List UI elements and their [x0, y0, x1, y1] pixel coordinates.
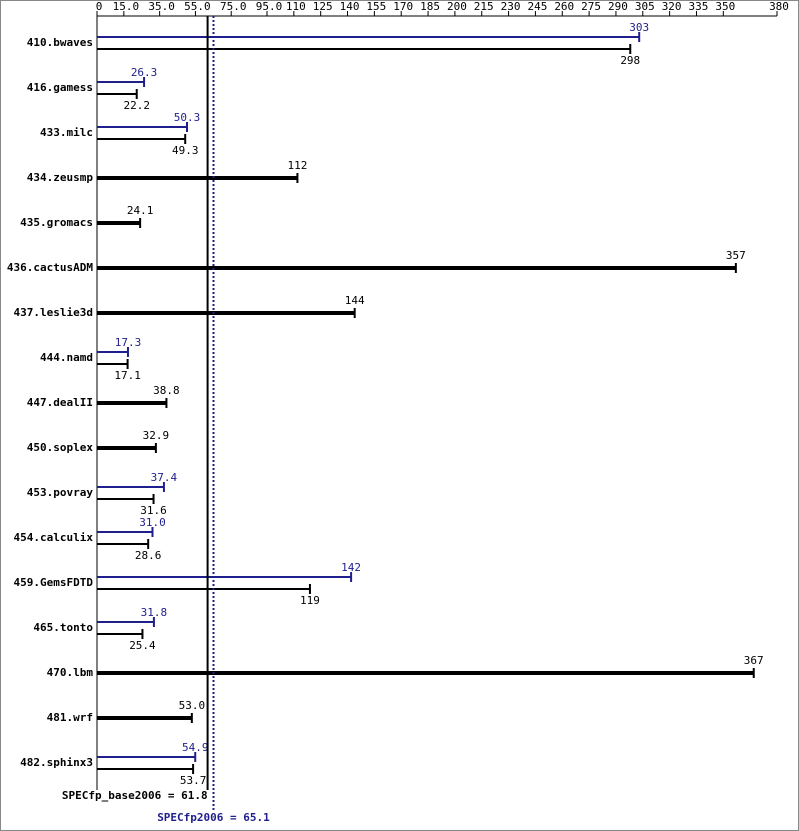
- x-tick-label: 125: [313, 0, 333, 13]
- x-tick-label: 55.0: [184, 0, 211, 13]
- peak-value-label: 31.8: [141, 606, 168, 619]
- peak-value-label: 50.3: [174, 111, 201, 124]
- benchmark-label: 465.tonto: [33, 621, 93, 634]
- peak-value-label: 54.9: [182, 741, 209, 754]
- benchmark-label: 435.gromacs: [20, 216, 93, 229]
- peak-value-label: 17.3: [115, 336, 142, 349]
- base-value-label: 25.4: [129, 639, 156, 652]
- base-value-label: 17.1: [114, 369, 141, 382]
- x-tick-label: 245: [527, 0, 547, 13]
- x-tick-label: 275: [581, 0, 601, 13]
- benchmark-label: 437.leslie3d: [14, 306, 93, 319]
- x-tick-label: 185: [420, 0, 440, 13]
- x-tick-label: 35.0: [148, 0, 175, 13]
- benchmark-label: 481.wrf: [47, 711, 93, 724]
- x-tick-label: 335: [689, 0, 709, 13]
- peak-metric-label: SPECfp2006 = 65.1: [157, 811, 270, 824]
- benchmark-label: 470.lbm: [47, 666, 94, 679]
- benchmark-label: 434.zeusmp: [27, 171, 94, 184]
- x-tick-label: 230: [501, 0, 521, 13]
- peak-value-label: 142: [341, 561, 361, 574]
- base-value-label: 22.2: [123, 99, 150, 112]
- x-tick-label: 95.0: [256, 0, 283, 13]
- benchmark-label: 454.calculix: [14, 531, 94, 544]
- value-label: 53.0: [179, 699, 206, 712]
- peak-value-label: 31.0: [139, 516, 166, 529]
- peak-value-label: 303: [629, 21, 649, 34]
- base-value-label: 53.7: [180, 774, 207, 787]
- value-label: 38.8: [153, 384, 180, 397]
- value-label: 144: [345, 294, 365, 307]
- base-value-label: 31.6: [140, 504, 167, 517]
- benchmark-label: 450.soplex: [27, 441, 94, 454]
- benchmark-label: 416.gamess: [27, 81, 93, 94]
- base-value-label: 119: [300, 594, 320, 607]
- peak-value-label: 37.4: [151, 471, 178, 484]
- x-tick-label: 305: [635, 0, 655, 13]
- x-tick-label: 15.0: [113, 0, 140, 13]
- benchmark-label: 482.sphinx3: [20, 756, 93, 769]
- x-tick-label: 170: [393, 0, 413, 13]
- x-tick-label: 260: [554, 0, 574, 13]
- x-tick-label: 75.0: [220, 0, 247, 13]
- x-tick-label: 140: [340, 0, 360, 13]
- value-label: 357: [726, 249, 746, 262]
- benchmark-label: 410.bwaves: [27, 36, 93, 49]
- x-tick-label: 380: [769, 0, 789, 13]
- benchmark-label: 453.povray: [27, 486, 94, 499]
- x-tick-label: 200: [447, 0, 467, 13]
- base-value-label: 49.3: [172, 144, 199, 157]
- x-tick-label: 320: [662, 0, 682, 13]
- value-label: 32.9: [143, 429, 170, 442]
- value-label: 367: [744, 654, 764, 667]
- benchmark-label: 459.GemsFDTD: [14, 576, 94, 589]
- peak-value-label: 26.3: [131, 66, 158, 79]
- x-tick-label: 110: [286, 0, 306, 13]
- benchmark-label: 447.dealII: [27, 396, 93, 409]
- x-tick-label: 350: [715, 0, 735, 13]
- x-tick-label: 290: [608, 0, 628, 13]
- x-tick-label: 215: [474, 0, 494, 13]
- x-tick-label: 0: [96, 0, 103, 13]
- base-value-label: 28.6: [135, 549, 162, 562]
- base-value-label: 298: [620, 54, 640, 67]
- base-metric-label: SPECfp_base2006 = 61.8: [62, 789, 208, 802]
- benchmark-label: 444.namd: [40, 351, 93, 364]
- value-label: 112: [287, 159, 307, 172]
- x-tick-label: 155: [366, 0, 386, 13]
- benchmark-label: 436.cactusADM: [7, 261, 93, 274]
- value-label: 24.1: [127, 204, 154, 217]
- benchmark-label: 433.milc: [40, 126, 93, 139]
